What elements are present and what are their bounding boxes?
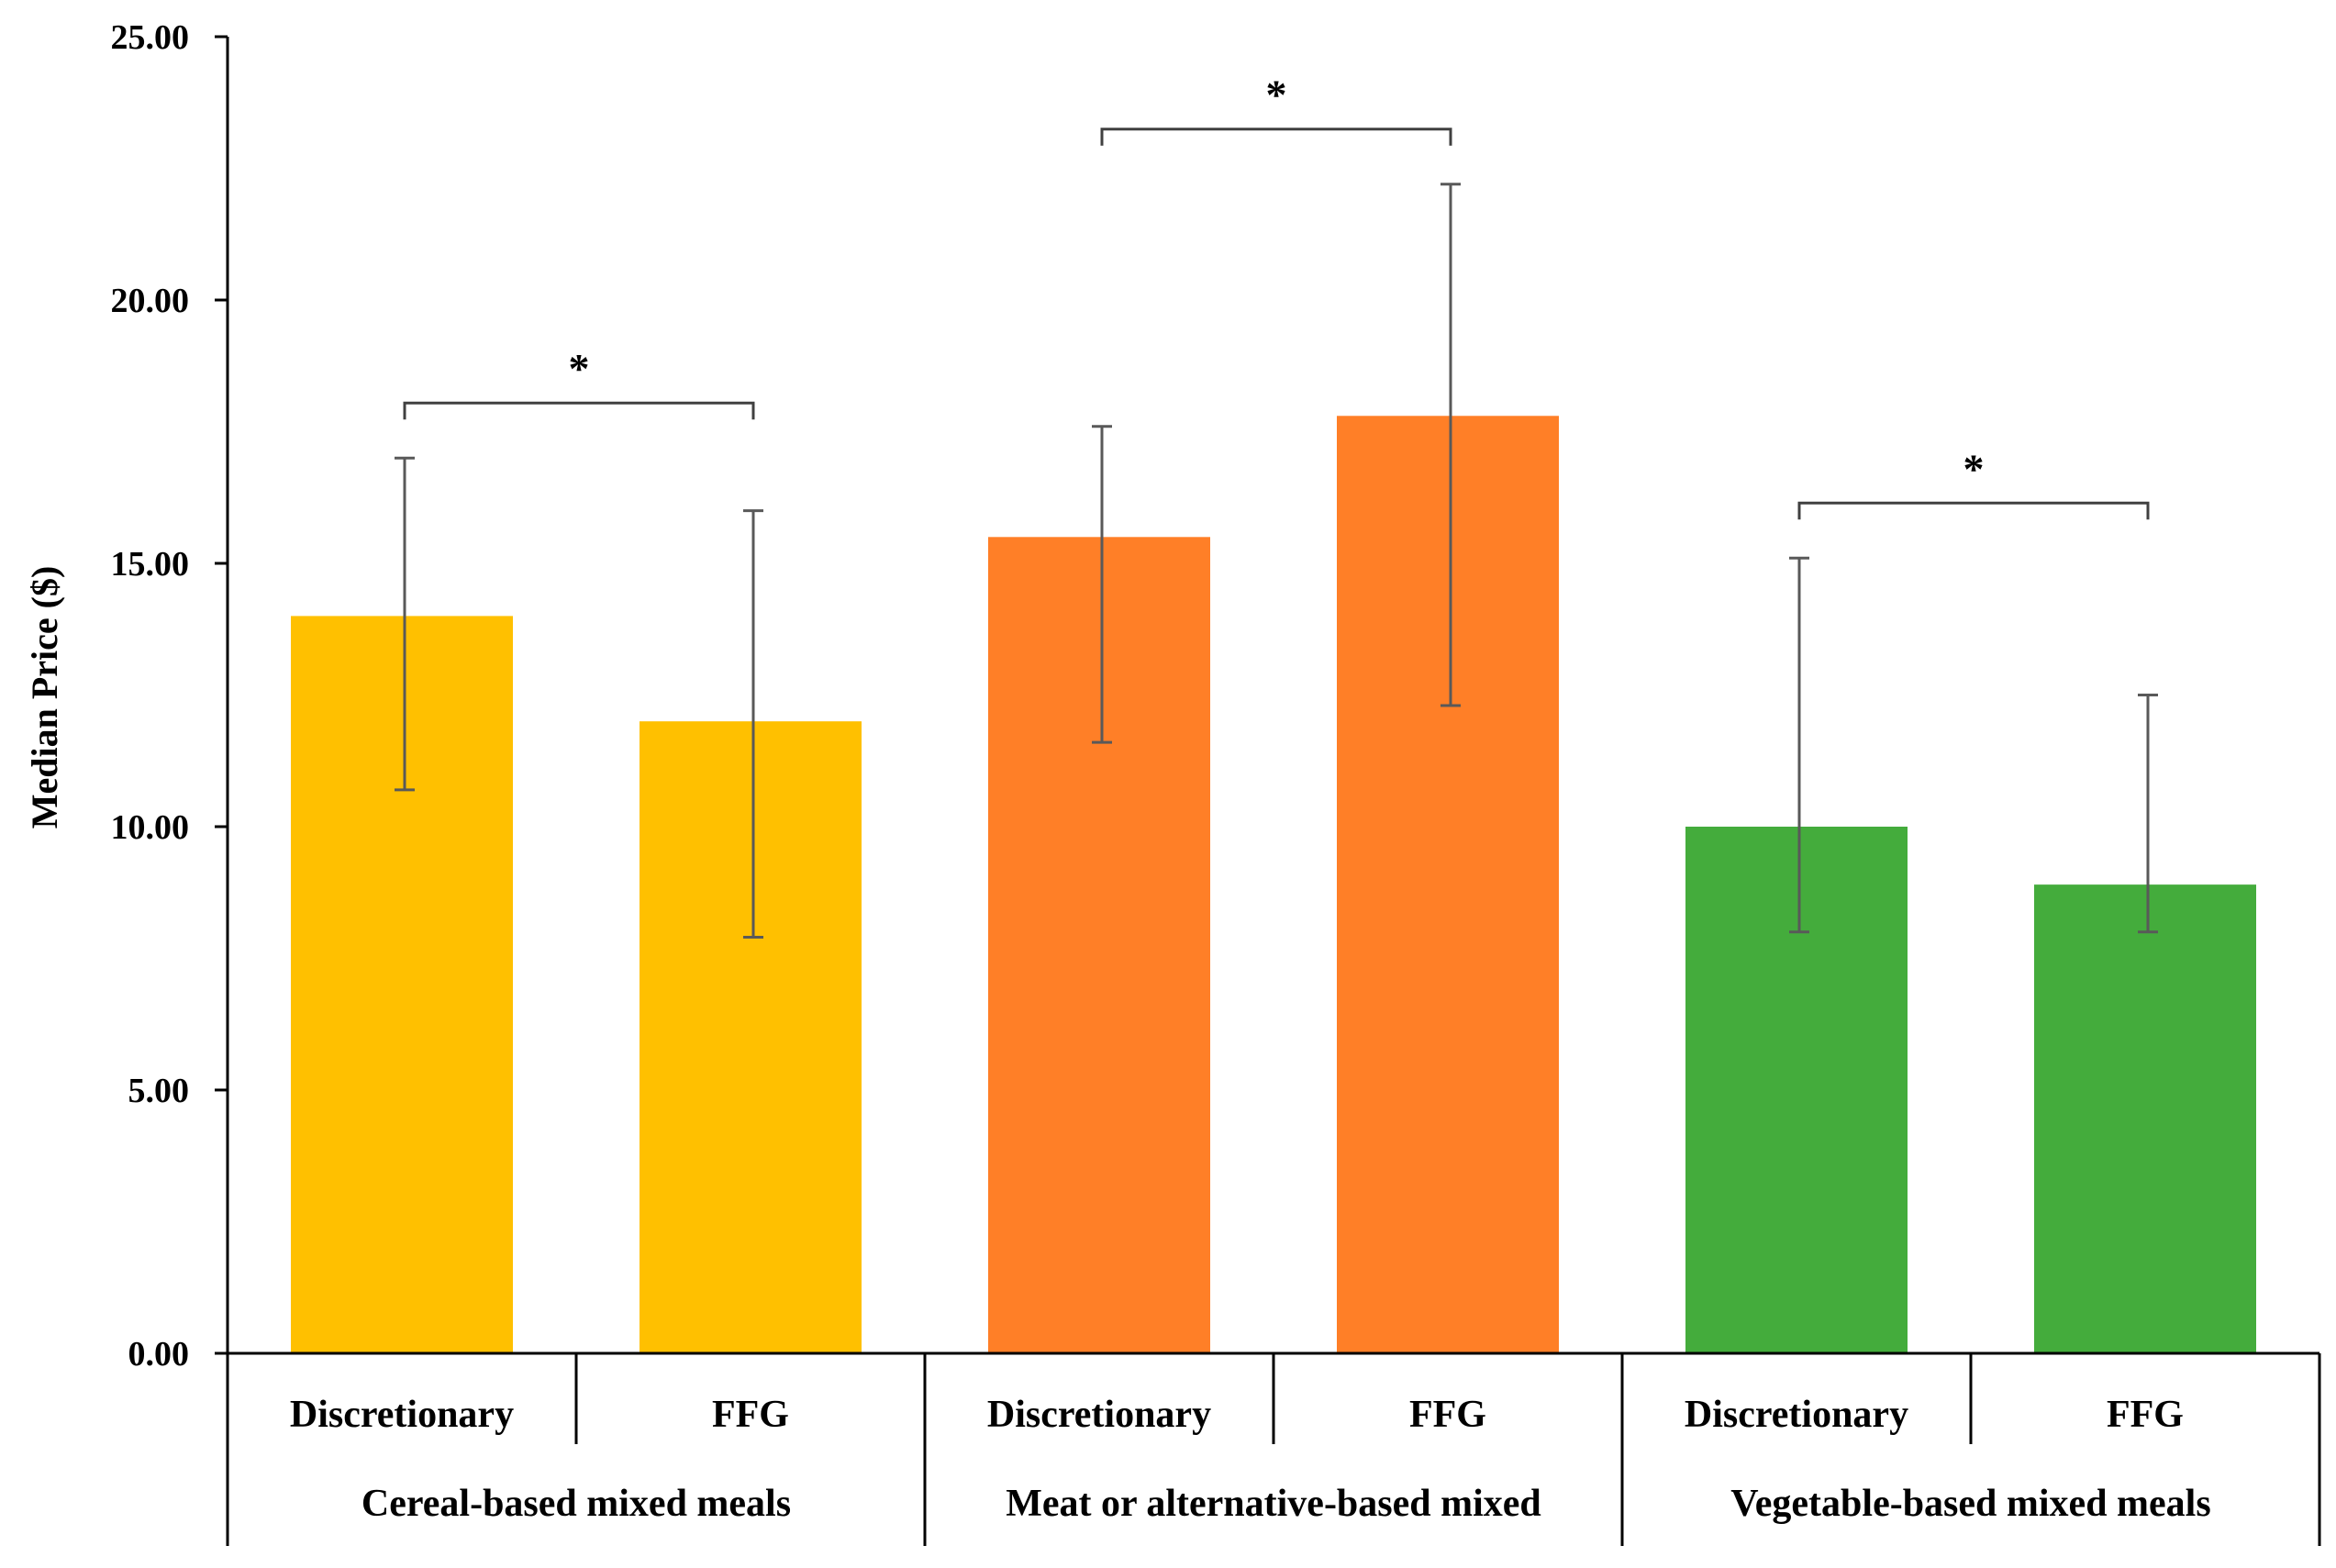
significance-marker: * <box>1266 72 1287 118</box>
x-tick-label: Discretionary <box>290 1394 514 1436</box>
group-label: Vegetable-based mixed meals <box>1730 1483 2210 1525</box>
significance-marker: * <box>569 345 590 392</box>
significance-bracket <box>403 401 755 420</box>
x-tick-label: Discretionary <box>1685 1394 1908 1436</box>
bar-cereal-based-discretionary <box>291 616 513 1353</box>
y-tick-label: 15.00 <box>111 545 190 584</box>
y-tick-label: 0.00 <box>128 1335 190 1373</box>
y-axis-label: Median Price ($) <box>24 566 65 829</box>
x-tick-label: FFG <box>712 1394 789 1436</box>
x-tick-label: FFG <box>2107 1394 2184 1436</box>
bars-layer <box>291 416 2256 1353</box>
x-tick-label: FFG <box>1409 1394 1486 1436</box>
error-bars-layer <box>395 183 2158 940</box>
x-tick-label: Discretionary <box>987 1394 1211 1436</box>
group-label: Cereal-based mixed meals <box>362 1483 791 1525</box>
y-tick-label: 25.00 <box>111 18 190 57</box>
group-label: Meat or alternative-based mixed <box>1006 1483 1541 1525</box>
axes-layer: 0.00 5.00 10.00 15.00 20.00 25.00 Discretionar… <box>111 18 2321 1546</box>
significance-marker: * <box>1963 445 1985 492</box>
significance-layer: * * * <box>403 72 2150 520</box>
significance-bracket <box>1100 128 1452 146</box>
y-tick-label: 5.00 <box>128 1072 190 1110</box>
bar-meat-discretionary <box>988 537 1210 1353</box>
significance-bracket <box>1797 501 2150 520</box>
y-tick-label: 10.00 <box>111 808 190 847</box>
bar-vegetable-based-discretionary <box>1685 827 1908 1353</box>
bar-meat-ffg <box>1337 416 1559 1353</box>
bar-vegetable-based-ffg <box>2034 884 2256 1353</box>
y-tick-label: 20.00 <box>111 282 190 320</box>
bar-cereal-based-ffg <box>640 721 862 1353</box>
